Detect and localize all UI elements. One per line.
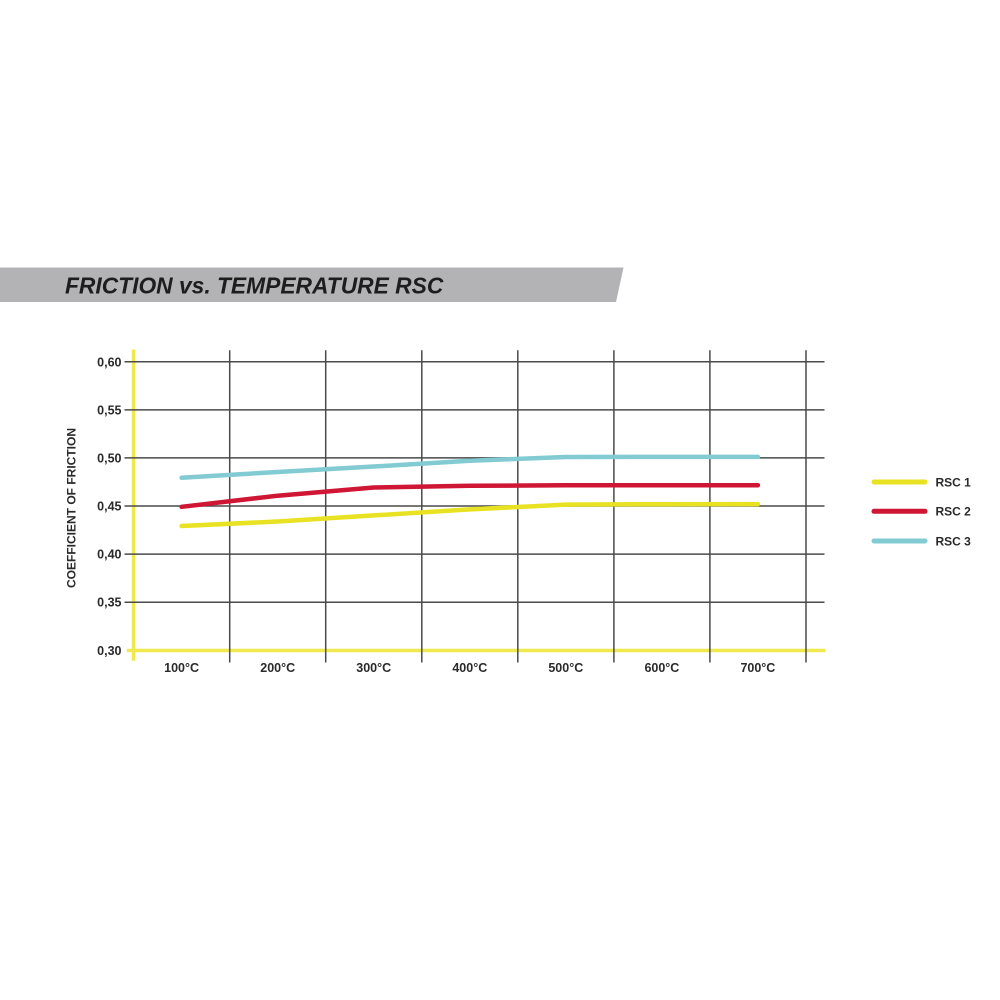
- svg-text:COEFFICIENT OF FRICTION: COEFFICIENT OF FRICTION: [65, 428, 79, 588]
- svg-text:700°C: 700°C: [740, 661, 775, 675]
- svg-text:FRICTION vs. TEMPERATURE RSC: FRICTION vs. TEMPERATURE RSC: [65, 273, 444, 299]
- svg-text:200°C: 200°C: [260, 661, 295, 675]
- svg-text:0,35: 0,35: [97, 596, 121, 610]
- svg-text:400°C: 400°C: [452, 661, 487, 675]
- svg-text:RSC 2: RSC 2: [936, 505, 972, 519]
- svg-text:0,60: 0,60: [97, 355, 121, 369]
- svg-text:600°C: 600°C: [644, 661, 679, 675]
- svg-text:100°C: 100°C: [164, 661, 199, 675]
- svg-text:500°C: 500°C: [548, 661, 583, 675]
- svg-text:RSC 3: RSC 3: [936, 534, 972, 548]
- svg-text:0,50: 0,50: [97, 451, 121, 465]
- svg-text:0,55: 0,55: [97, 403, 121, 417]
- svg-text:0,40: 0,40: [97, 548, 121, 562]
- svg-text:RSC 1: RSC 1: [936, 475, 972, 489]
- svg-text:0,30: 0,30: [97, 644, 121, 658]
- svg-text:300°C: 300°C: [356, 661, 391, 675]
- svg-text:0,45: 0,45: [97, 500, 121, 514]
